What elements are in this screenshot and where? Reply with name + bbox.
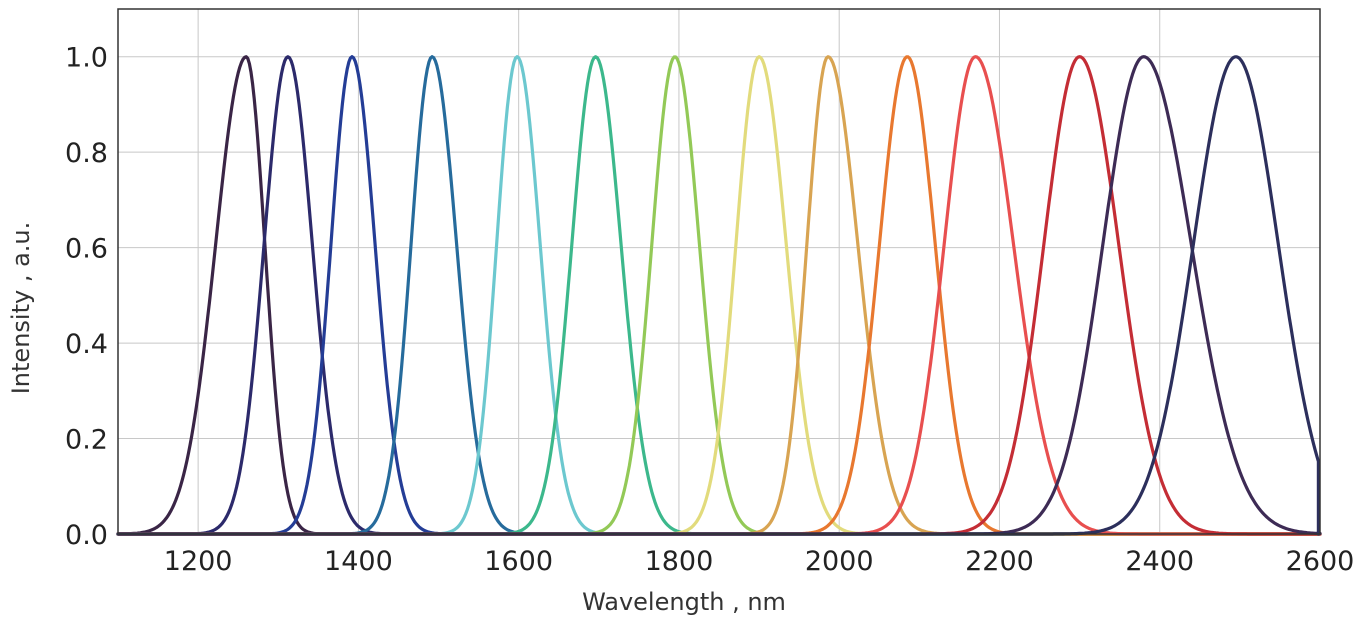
spectrum-curve-12 bbox=[116, 55, 1322, 536]
y-tick-label: 0.4 bbox=[65, 329, 108, 360]
spectrum-curve-14 bbox=[116, 55, 1321, 536]
spectrum-curve-2 bbox=[116, 55, 1322, 536]
spectrum-curve-9 bbox=[116, 55, 1322, 536]
spectrum-curve-10 bbox=[116, 55, 1322, 536]
spectrum-curve-1 bbox=[116, 55, 1322, 536]
spectrum-curve-5 bbox=[116, 55, 1322, 536]
x-tick-label: 1800 bbox=[645, 546, 714, 577]
grid-lines bbox=[118, 9, 1321, 535]
y-tick-label: 0.6 bbox=[65, 234, 108, 265]
y-tick-label: 0.2 bbox=[65, 425, 108, 456]
x-tick-label: 2400 bbox=[1125, 546, 1194, 577]
x-tick-label: 2000 bbox=[805, 546, 874, 577]
x-tick-label: 2600 bbox=[1286, 546, 1355, 577]
x-axis-title: Wavelength , nm bbox=[582, 588, 786, 616]
x-tick-label: 1600 bbox=[484, 546, 553, 577]
plot-frame bbox=[117, 8, 1321, 535]
y-tick-label: 0.0 bbox=[65, 520, 108, 551]
spectrum-curve-6 bbox=[116, 55, 1322, 536]
x-tick-label: 2200 bbox=[965, 546, 1034, 577]
x-tick-label: 1400 bbox=[324, 546, 393, 577]
spectrum-curve-13 bbox=[116, 55, 1322, 536]
spectrum-curve-3 bbox=[116, 55, 1322, 536]
spectrum-curve-4 bbox=[116, 55, 1322, 536]
x-tick-label: 1200 bbox=[164, 546, 233, 577]
x-tick-labels: 1200 1400 1600 1800 2000 2200 2400 2600 bbox=[164, 546, 1355, 577]
y-tick-labels: 0.0 0.2 0.4 0.6 0.8 1.0 bbox=[65, 43, 108, 551]
spectral-curves bbox=[116, 55, 1322, 536]
y-tick-label: 0.8 bbox=[65, 138, 108, 169]
spectrum-curve-11 bbox=[116, 55, 1322, 536]
y-axis-title: Intensity , a.u. bbox=[7, 222, 35, 395]
spectrum-curve-7 bbox=[116, 55, 1322, 536]
spectrum-curve-8 bbox=[116, 55, 1322, 536]
y-tick-label: 1.0 bbox=[65, 43, 108, 74]
